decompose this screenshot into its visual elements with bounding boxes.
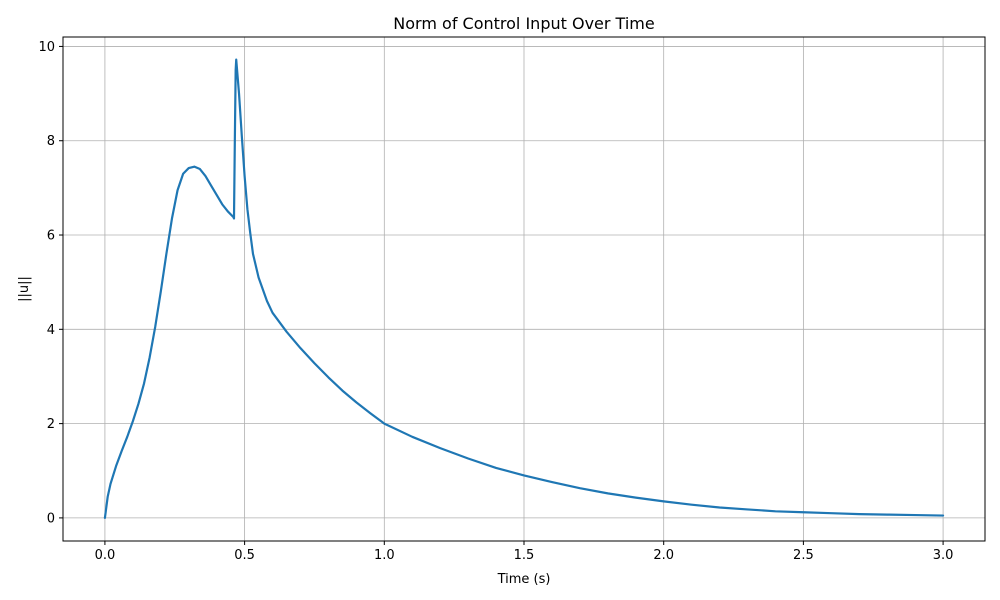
x-tick-label: 2.5 <box>793 548 814 563</box>
y-tick-label: 2 <box>47 417 55 432</box>
y-tick-label: 8 <box>47 134 55 149</box>
x-axis-label: Time (s) <box>497 572 551 587</box>
series-line <box>103 58 945 520</box>
y-tick-label: 4 <box>47 323 55 338</box>
x-axis-ticks: 0.0 0.5 1.0 1.5 2.0 2.5 3.0 <box>95 541 954 563</box>
y-tick-label: 10 <box>38 40 55 55</box>
y-axis-label: ||u|| <box>17 276 32 302</box>
grid <box>63 37 985 541</box>
chart-title: Norm of Control Input Over Time <box>393 14 654 33</box>
x-tick-label: 1.5 <box>514 548 535 563</box>
y-tick-label: 0 <box>47 511 55 526</box>
y-axis-ticks: 0 2 4 6 8 10 <box>38 40 63 526</box>
x-tick-label: 1.0 <box>374 548 395 563</box>
x-tick-label: 0.0 <box>95 548 116 563</box>
y-tick-label: 6 <box>47 229 55 244</box>
series-layer <box>103 58 945 520</box>
x-tick-label: 3.0 <box>933 548 954 563</box>
x-tick-label: 2.0 <box>653 548 674 563</box>
x-tick-label: 0.5 <box>234 548 255 563</box>
